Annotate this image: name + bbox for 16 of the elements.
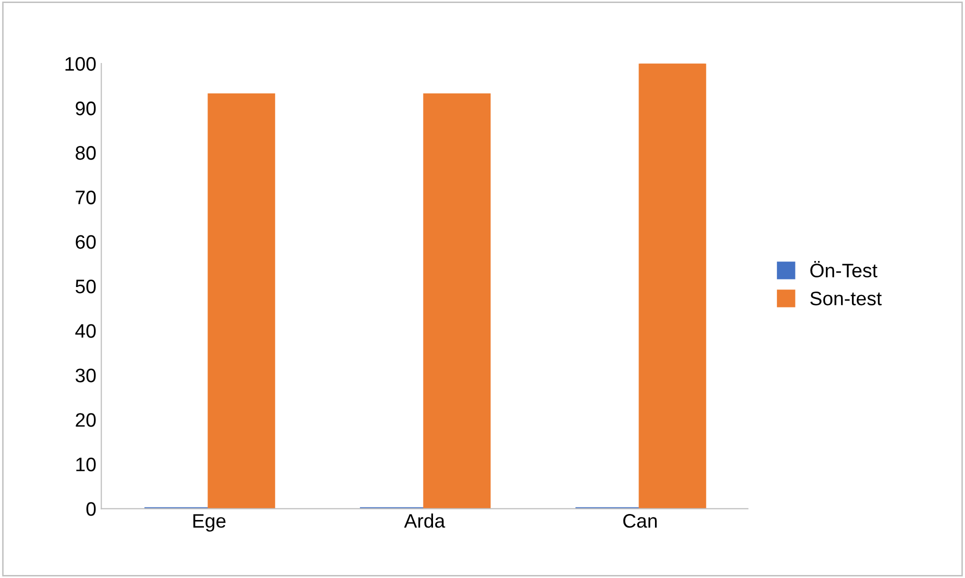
y-tick-label: 20 <box>76 413 96 427</box>
y-tick-label: 90 <box>76 102 96 116</box>
y-tick-label: 80 <box>76 146 96 160</box>
y-tick-label: 60 <box>76 235 96 249</box>
legend-label: Son-test <box>810 292 882 306</box>
y-tick-label: 100 <box>66 57 96 71</box>
y-tick-label: 40 <box>75 324 96 338</box>
x-tick-label: Arda <box>404 514 446 528</box>
y-tick-label: 70 <box>76 190 96 204</box>
y-tick-label: 0 <box>86 502 96 516</box>
y-tick-label: 50 <box>76 280 96 294</box>
y-tick-label: 30 <box>76 368 96 382</box>
x-tick-label: Ege <box>193 514 226 532</box>
y-tick-label: 10 <box>76 458 96 472</box>
x-tick-label: Can <box>623 514 657 528</box>
legend-label: Ön-Test <box>810 260 878 278</box>
